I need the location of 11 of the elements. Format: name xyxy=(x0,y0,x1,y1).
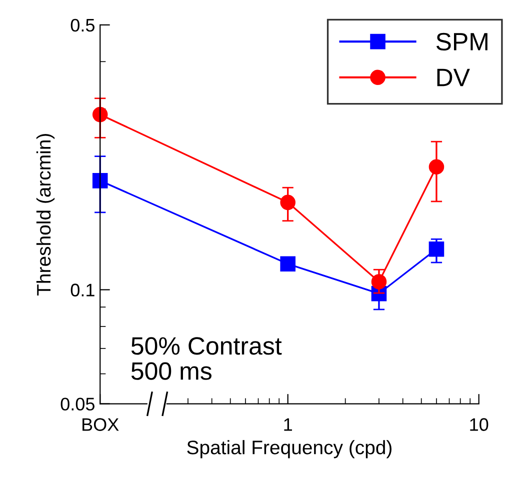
y-tick-label: 0.05 xyxy=(60,398,94,411)
x-tick-label: 10 xyxy=(470,418,488,431)
x-axis-title: Spatial Frequency (cpd) xyxy=(187,440,392,458)
legend-label: DV xyxy=(437,68,470,86)
y-tick-label: 0.1 xyxy=(70,284,94,296)
x-tick-label: 1 xyxy=(284,418,292,431)
y-axis-title: Threshold (arcmin) xyxy=(36,134,55,296)
x-tick-label: BOX xyxy=(82,418,119,431)
annotation: 50% Contrast 500 ms xyxy=(131,337,282,380)
legend-label: SPM xyxy=(436,32,488,51)
y-tick-label: 0.5 xyxy=(70,18,94,32)
